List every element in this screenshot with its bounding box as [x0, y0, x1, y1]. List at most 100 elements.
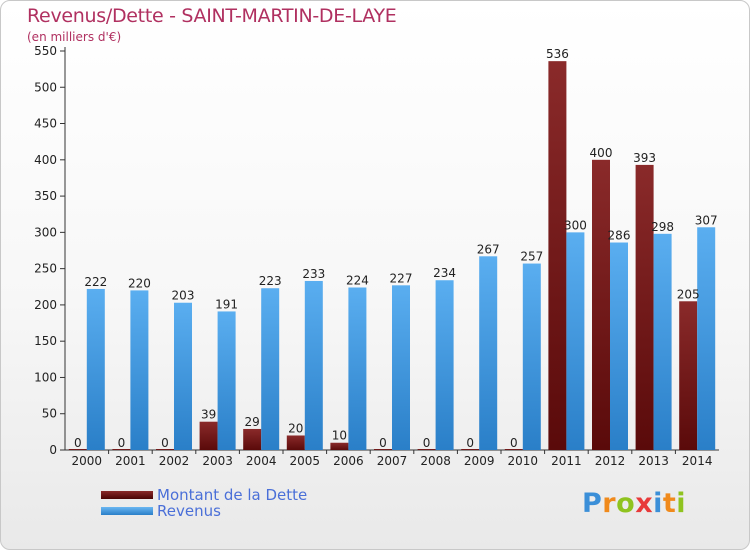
x-tick-label: 2000	[72, 454, 103, 468]
bar-dette	[679, 301, 698, 450]
value-label-revenus: 286	[608, 229, 631, 243]
y-tick-label: 100	[34, 370, 57, 384]
bar-dette	[592, 159, 610, 450]
bar-revenus	[697, 227, 716, 450]
legend-swatch-revenus	[101, 507, 153, 515]
value-label-dette: 0	[118, 436, 126, 450]
bar-revenus	[522, 263, 541, 450]
bar-revenus	[348, 287, 367, 450]
x-tick-label: 2010	[508, 454, 539, 468]
value-label-revenus: 298	[651, 220, 674, 234]
value-label-dette: 29	[245, 415, 260, 429]
bar-revenus	[261, 288, 280, 450]
value-label-revenus: 191	[215, 297, 238, 311]
value-label-dette: 0	[379, 436, 387, 450]
value-label-dette: 393	[633, 151, 656, 165]
y-tick-label: 50	[42, 407, 57, 421]
y-tick-label: 350	[34, 189, 57, 203]
bar-revenus	[435, 280, 454, 450]
value-label-dette: 10	[332, 429, 347, 443]
y-tick-label: 500	[34, 80, 57, 94]
bar-dette	[635, 164, 654, 450]
chart-subtitle: (en milliers d'€)	[27, 30, 122, 44]
value-label-dette: 205	[677, 287, 700, 301]
proxiti-logo: Proxiti	[582, 488, 686, 519]
value-label-dette: 0	[161, 436, 169, 450]
value-label-dette: 39	[201, 408, 216, 422]
bar-revenus	[86, 288, 105, 450]
bar-dette	[417, 449, 436, 450]
x-tick-label: 2008	[420, 454, 451, 468]
bar-revenus	[130, 290, 149, 450]
logo-letter: o	[616, 488, 636, 519]
y-tick-label: 150	[34, 334, 57, 348]
value-label-revenus: 203	[172, 289, 195, 303]
x-tick-label: 2013	[638, 454, 669, 468]
value-label-revenus: 300	[564, 218, 587, 232]
x-tick-label: 2006	[333, 454, 364, 468]
value-label-revenus: 223	[259, 274, 282, 288]
value-label-dette: 0	[466, 436, 474, 450]
logo-letter: x	[635, 488, 654, 519]
bar-dette	[112, 449, 131, 450]
chart-bars	[68, 61, 716, 450]
value-label-dette: 536	[546, 47, 569, 61]
bar-revenus	[304, 280, 323, 450]
bar-revenus	[566, 232, 585, 450]
x-tick-label: 2005	[290, 454, 321, 468]
value-label-dette: 0	[510, 436, 518, 450]
value-label-dette: 20	[288, 421, 303, 435]
legend-label-revenus: Revenus	[157, 502, 221, 520]
logo-letter: i	[676, 488, 687, 519]
bar-dette	[374, 449, 392, 450]
value-label-dette: 0	[423, 436, 431, 450]
value-label-revenus: 267	[477, 242, 500, 256]
bar-dette	[199, 421, 218, 450]
value-label-revenus: 233	[302, 267, 325, 281]
x-tick-label: 2014	[682, 454, 713, 468]
y-tick-label: 250	[34, 262, 57, 276]
y-tick-label: 450	[34, 117, 57, 131]
y-tick-label: 550	[34, 44, 57, 58]
bar-revenus	[610, 242, 628, 450]
y-tick-label: 200	[34, 298, 57, 312]
x-tick-label: 2001	[115, 454, 146, 468]
value-label-revenus: 257	[520, 250, 543, 264]
value-label-dette: 400	[590, 146, 613, 160]
chart-title: Revenus/Dette - SAINT-MARTIN-DE-LAYE	[27, 5, 397, 27]
x-tick-label: 2004	[246, 454, 277, 468]
bar-dette	[286, 435, 305, 450]
bar-revenus	[653, 233, 672, 450]
logo-letter: i	[653, 488, 663, 519]
x-tick-label: 2011	[551, 454, 582, 468]
bar-revenus	[479, 256, 498, 450]
value-label-revenus: 220	[128, 276, 151, 290]
bar-revenus	[392, 285, 410, 450]
legend-label-dette: Montant de la Dette	[157, 486, 308, 504]
bar-dette	[330, 442, 349, 450]
legend-swatch-dette	[101, 491, 153, 499]
value-label-revenus: 307	[695, 213, 718, 227]
chart-value-labels: 0 222 0 220 0 203 39 191 29 223 20 233 10 224 0 227 0 234…	[74, 47, 718, 450]
x-tick-label: 2009	[464, 454, 495, 468]
logo-letter: P	[582, 488, 603, 519]
value-label-revenus: 234	[433, 266, 456, 280]
bar-revenus	[174, 302, 192, 450]
bar-dette	[156, 449, 174, 450]
value-label-revenus: 222	[84, 275, 107, 289]
y-tick-label: 400	[34, 153, 57, 167]
bar-dette	[461, 449, 480, 450]
value-label-dette: 0	[74, 436, 82, 450]
bar-dette	[68, 449, 87, 450]
bar-dette	[243, 428, 262, 450]
logo-letter: t	[662, 488, 677, 519]
value-label-revenus: 227	[390, 271, 413, 285]
x-tick-label: 2012	[595, 454, 626, 468]
x-tick-label: 2002	[159, 454, 190, 468]
logo-letter: r	[602, 488, 617, 519]
value-label-revenus: 224	[346, 273, 369, 287]
bar-revenus	[217, 311, 236, 450]
x-tick-label: 2007	[377, 454, 408, 468]
